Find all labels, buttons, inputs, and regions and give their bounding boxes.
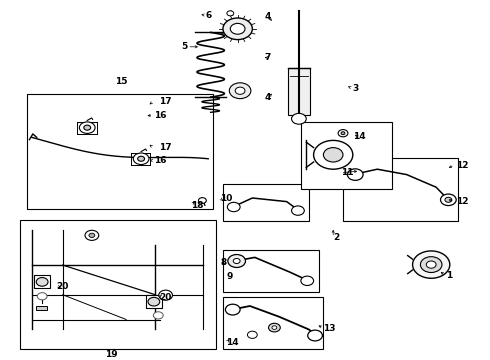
Bar [223, 297, 323, 349]
Circle shape [148, 297, 160, 306]
Circle shape [235, 87, 245, 94]
Circle shape [347, 169, 363, 180]
Text: 5: 5 [181, 42, 188, 51]
Text: 4: 4 [265, 12, 271, 21]
Text: 17: 17 [159, 97, 172, 106]
Circle shape [272, 326, 277, 329]
Text: 13: 13 [323, 324, 336, 333]
Circle shape [138, 156, 145, 161]
Circle shape [84, 125, 91, 130]
Text: 4: 4 [265, 93, 271, 102]
Circle shape [247, 331, 257, 338]
Circle shape [229, 83, 251, 99]
Circle shape [426, 261, 436, 268]
Bar [343, 158, 458, 221]
Bar [223, 184, 309, 221]
Circle shape [225, 304, 240, 315]
Circle shape [89, 233, 95, 238]
Text: 19: 19 [105, 350, 118, 359]
Circle shape [341, 132, 345, 135]
Bar [27, 94, 213, 209]
Circle shape [37, 293, 47, 300]
Text: 14: 14 [226, 338, 239, 347]
Circle shape [441, 194, 456, 206]
Text: 18: 18 [191, 201, 204, 210]
Text: 9: 9 [226, 271, 233, 281]
Circle shape [269, 323, 280, 332]
Circle shape [445, 197, 452, 202]
Circle shape [159, 290, 172, 300]
Bar [301, 122, 392, 189]
Circle shape [230, 23, 245, 34]
Circle shape [198, 198, 206, 203]
Text: 15: 15 [115, 77, 128, 85]
Circle shape [227, 202, 240, 212]
Text: 17: 17 [159, 143, 172, 152]
Circle shape [413, 251, 450, 278]
Text: 6: 6 [206, 10, 212, 19]
Text: 8: 8 [220, 258, 227, 267]
Circle shape [233, 258, 240, 264]
Circle shape [338, 130, 348, 137]
Circle shape [85, 230, 99, 240]
Circle shape [227, 11, 234, 16]
Circle shape [36, 278, 48, 286]
Text: 12: 12 [456, 161, 468, 170]
Bar [288, 68, 310, 115]
Circle shape [228, 255, 245, 267]
Text: 2: 2 [333, 233, 340, 242]
Bar [36, 306, 47, 310]
Circle shape [308, 330, 322, 341]
Circle shape [420, 257, 442, 273]
Circle shape [301, 276, 314, 285]
Bar [20, 220, 216, 349]
Circle shape [153, 312, 163, 319]
Text: 16: 16 [154, 156, 167, 165]
Bar [34, 275, 50, 288]
Circle shape [223, 18, 252, 40]
Circle shape [133, 153, 149, 165]
Text: 1: 1 [446, 271, 452, 280]
Circle shape [292, 113, 306, 124]
Text: 20: 20 [56, 282, 69, 291]
Circle shape [323, 148, 343, 162]
Text: 14: 14 [353, 132, 366, 141]
Text: 3: 3 [353, 84, 359, 93]
Text: 7: 7 [265, 53, 271, 62]
Text: 16: 16 [154, 111, 167, 120]
Circle shape [314, 140, 353, 169]
Bar [146, 295, 162, 308]
Circle shape [79, 122, 95, 134]
Text: 12: 12 [456, 197, 468, 206]
Text: 11: 11 [341, 168, 353, 177]
Circle shape [292, 206, 304, 215]
Bar [223, 250, 318, 292]
Text: 10: 10 [220, 194, 233, 203]
Text: 20: 20 [159, 292, 171, 302]
